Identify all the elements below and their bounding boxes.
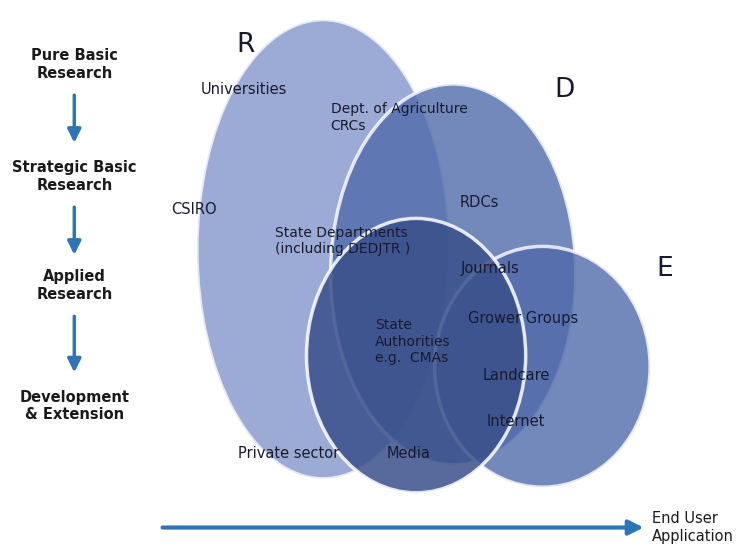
Ellipse shape [197,20,450,479]
Text: D: D [554,77,575,102]
Text: E: E [657,256,673,282]
Ellipse shape [435,246,650,487]
Text: End User
Application: End User Application [652,511,734,544]
Text: Grower Groups: Grower Groups [468,311,578,325]
Text: Internet: Internet [487,414,545,428]
Text: Pure Basic
Research: Pure Basic Research [31,48,117,81]
Text: Universities: Universities [201,82,287,97]
Text: State Departments
(including DEDJTR ): State Departments (including DEDJTR ) [275,226,410,256]
Text: RDCs: RDCs [459,195,499,210]
Text: R: R [236,32,254,58]
Text: Private sector: Private sector [238,446,339,461]
Text: Development
& Extension: Development & Extension [19,390,129,422]
Text: CSIRO: CSIRO [171,203,216,217]
Text: State
Authorities
e.g.  CMAs: State Authorities e.g. CMAs [375,319,451,365]
Text: Applied
Research: Applied Research [36,269,112,302]
Text: Dept. of Agriculture
CRCs: Dept. of Agriculture CRCs [331,102,467,133]
Text: Strategic Basic
Research: Strategic Basic Research [12,160,137,193]
Ellipse shape [331,84,576,465]
Ellipse shape [307,218,526,493]
Text: Journals: Journals [461,262,519,276]
Text: Landcare: Landcare [483,368,551,382]
Text: Media: Media [386,446,430,461]
